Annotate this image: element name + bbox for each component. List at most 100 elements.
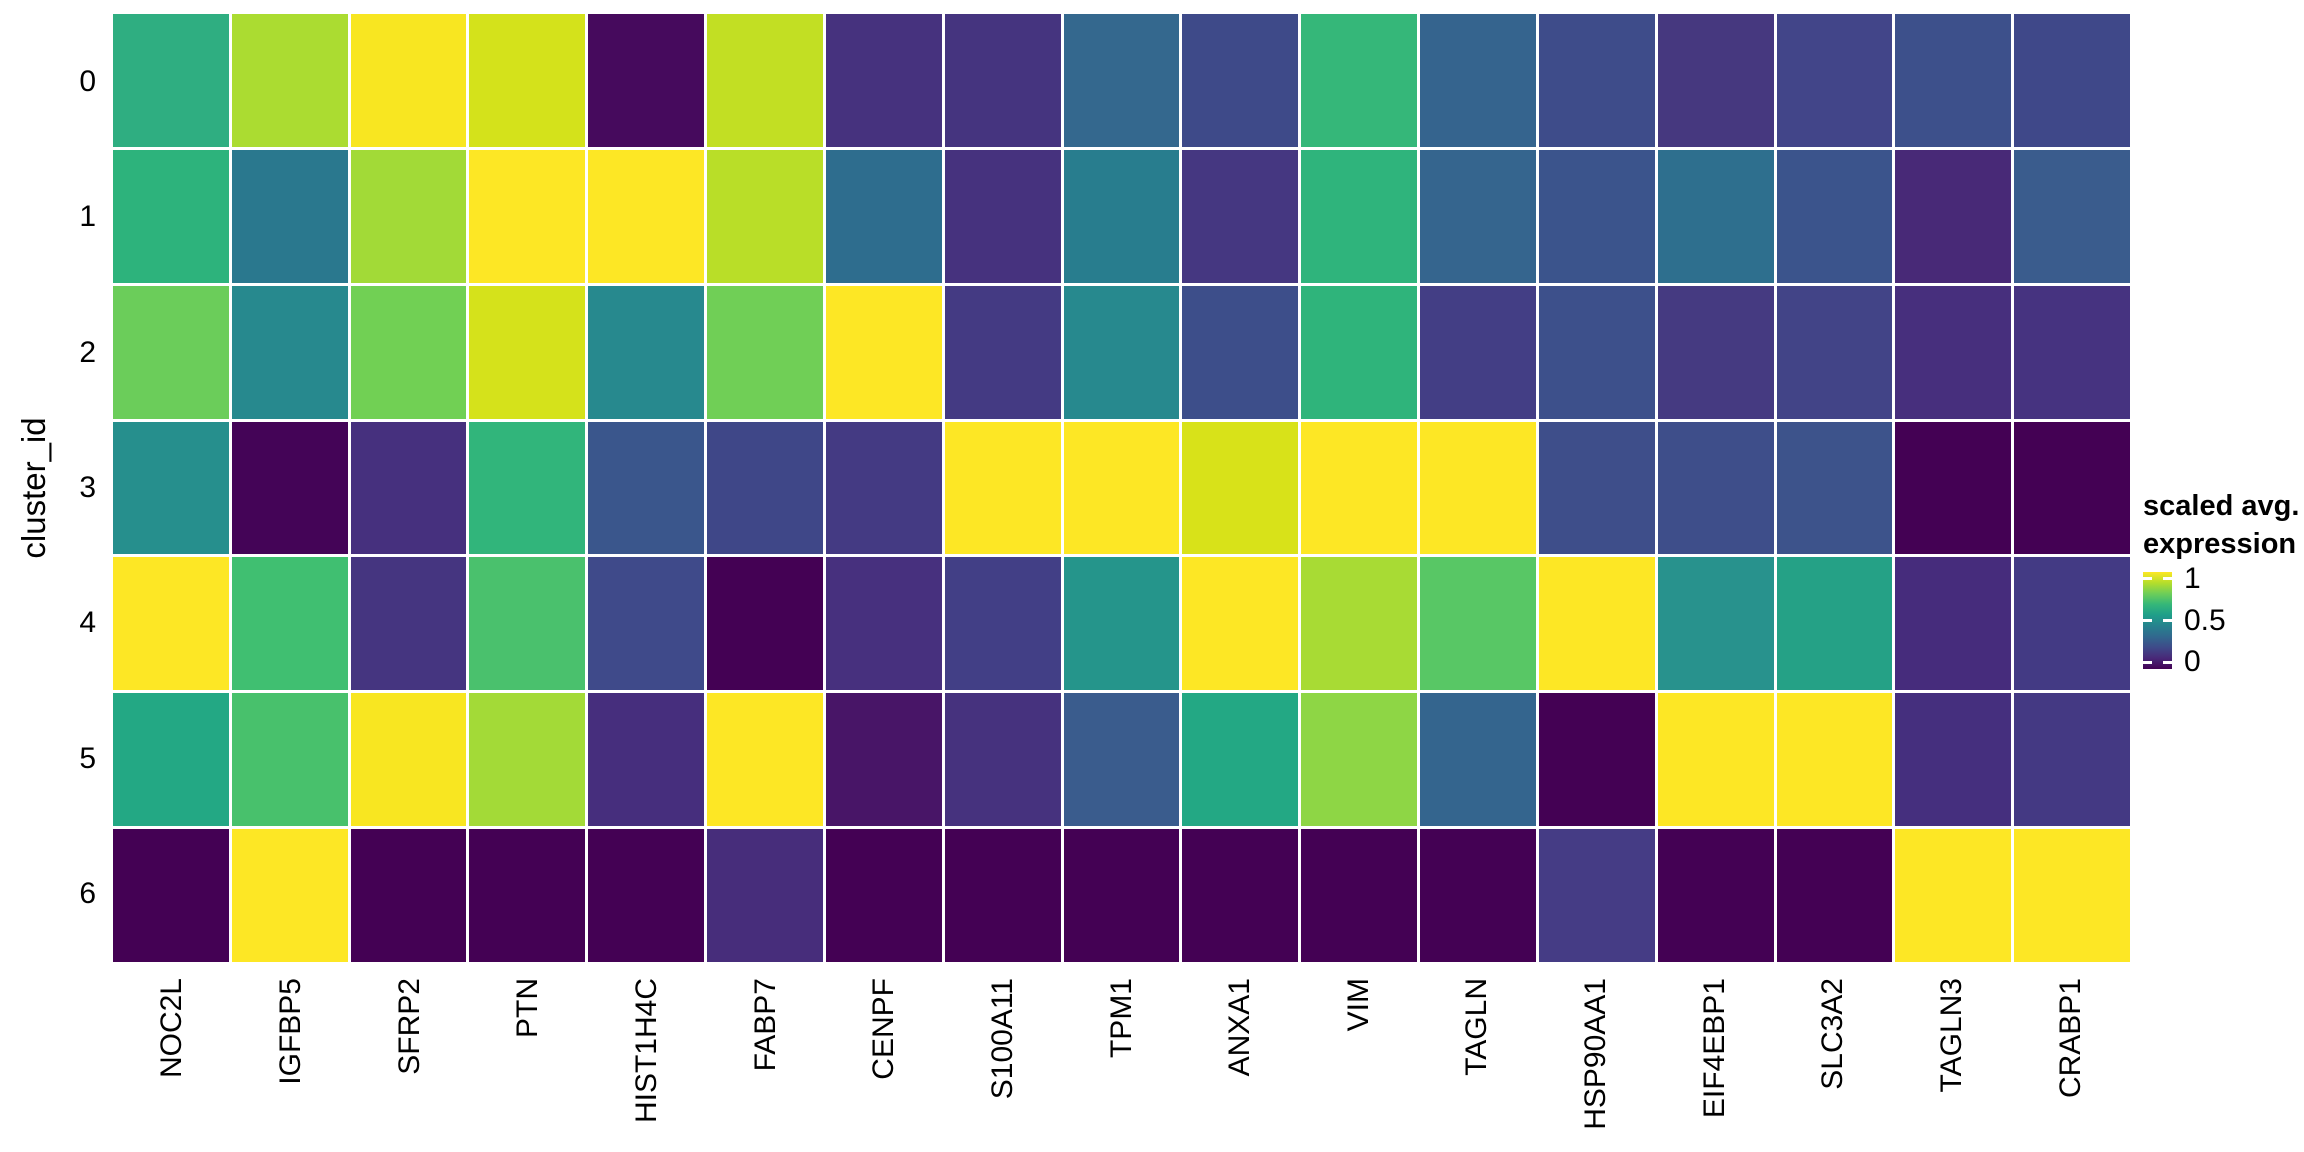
heatmap-cell	[1895, 149, 2012, 283]
heatmap-cell	[1895, 829, 2012, 962]
colorbar-tick-mark	[2143, 660, 2152, 664]
heatmap-cell	[707, 14, 823, 147]
heatmap-cell	[231, 693, 348, 827]
heatmap-cell	[1776, 14, 1893, 147]
y-tick-label: 2	[79, 335, 96, 369]
heatmap-cell	[350, 557, 467, 691]
heatmap-cell	[1657, 149, 1774, 283]
heatmap-cell	[1895, 557, 2012, 691]
heatmap-cell	[1657, 285, 1774, 419]
heatmap-cell	[1420, 14, 1536, 147]
heatmap-cell	[1063, 557, 1180, 691]
heatmap-cell	[1657, 557, 1774, 691]
heatmap-cell	[469, 14, 586, 147]
heatmap-cell	[1895, 14, 2012, 147]
x-tick-label: ANXA1	[1223, 978, 1257, 1077]
heatmap-cell	[350, 693, 467, 827]
colorbar-tick-mark	[2143, 577, 2152, 581]
heatmap-cell	[1420, 693, 1536, 827]
heatmap-cell	[1776, 285, 1893, 419]
heatmap-cell	[1182, 693, 1299, 827]
heatmap-cell	[588, 14, 705, 147]
heatmap-cell	[944, 14, 1061, 147]
heatmap-cell	[825, 285, 942, 419]
heatmap-cell	[1538, 14, 1655, 147]
heatmap-cell	[113, 693, 229, 827]
heatmap-cell	[1538, 829, 1655, 962]
heatmap-cell	[469, 149, 586, 283]
heatmap-cell	[588, 829, 705, 962]
heatmap-cell	[707, 421, 823, 555]
heatmap-cell	[944, 557, 1061, 691]
heatmap-cell	[1657, 829, 1774, 962]
legend-colorbar-wrap: 1 0.5 0	[2143, 562, 2303, 678]
y-tick-label: 4	[79, 606, 96, 640]
heatmap-cell	[588, 693, 705, 827]
heatmap-cell	[1420, 829, 1536, 962]
x-tick-label: HSP90AA1	[1579, 978, 1613, 1130]
heatmap-cell	[588, 421, 705, 555]
heatmap-cell	[1420, 285, 1536, 419]
legend-colorbar: 1 0.5 0	[2143, 562, 2226, 678]
heatmap-cell	[1301, 149, 1418, 283]
heatmap-cell	[469, 285, 586, 419]
x-tick-label: TAGLN3	[1935, 978, 1969, 1093]
heatmap-cell	[350, 14, 467, 147]
heatmap-cell	[825, 14, 942, 147]
heatmap-cell	[825, 149, 942, 283]
heatmap-cell	[2014, 285, 2130, 419]
heatmap-cell	[2014, 421, 2130, 555]
heatmap-cell	[1776, 421, 1893, 555]
legend-title-line2: expression	[2143, 528, 2297, 560]
heatmap-cell	[231, 421, 348, 555]
heatmap-cell	[350, 829, 467, 962]
heatmap-cell	[707, 149, 823, 283]
colorbar-tick-mark	[2163, 619, 2172, 622]
x-tick-label: SLC3A2	[1816, 978, 1850, 1090]
heatmap-cell	[944, 693, 1061, 827]
heatmap-cell	[944, 829, 1061, 962]
heatmap-cell	[2014, 149, 2130, 283]
x-tick-label: NOC2L	[155, 978, 189, 1079]
heatmap-cell	[2014, 557, 2130, 691]
heatmap-cell	[1420, 149, 1536, 283]
heatmap-cell	[1182, 285, 1299, 419]
heatmap-cell	[2014, 14, 2130, 147]
heatmap-cell	[1063, 693, 1180, 827]
colorbar-tick-mark	[2163, 577, 2172, 581]
x-tick-label: PTN	[511, 978, 545, 1038]
heatmap-cell	[350, 421, 467, 555]
heatmap-cell	[944, 285, 1061, 419]
heatmap-cell	[231, 14, 348, 147]
heatmap-cell	[825, 557, 942, 691]
x-tick-label: IGFBP5	[273, 978, 307, 1085]
heatmap-cell	[1301, 14, 1418, 147]
heatmap-cell	[113, 557, 229, 691]
heatmap-cell	[1895, 285, 2012, 419]
heatmap-cell	[1063, 829, 1180, 962]
heatmap-cell	[1182, 557, 1299, 691]
heatmap-cell	[1301, 557, 1418, 691]
heatmap-cell	[1182, 149, 1299, 283]
heatmap-cell	[1182, 14, 1299, 147]
heatmap-cell	[231, 149, 348, 283]
heatmap-cell	[1063, 421, 1180, 555]
colorbar-tick-mark	[2143, 619, 2152, 622]
y-axis-tick-labels: 0 1 2 3 4 5 6	[0, 14, 96, 962]
heatmap-cell	[1538, 557, 1655, 691]
heatmap-cell	[1182, 829, 1299, 962]
legend-title-line1: scaled avg.	[2143, 490, 2300, 522]
heatmap-cell	[469, 829, 586, 962]
heatmap-cell	[113, 14, 229, 147]
x-tick-label: EIF4EBP1	[1697, 978, 1731, 1119]
heatmap-cell	[350, 149, 467, 283]
y-tick-label: 5	[79, 741, 96, 775]
colorbar-tick-label: 0	[2184, 645, 2201, 679]
heatmap-cell	[1776, 829, 1893, 962]
heatmap-cell	[1063, 14, 1180, 147]
colorbar-tick-label: 1	[2184, 561, 2201, 595]
heatmap-cell	[113, 149, 229, 283]
legend: scaled avg. expression 1 0.5 0	[2143, 487, 2303, 678]
heatmap-cell	[707, 285, 823, 419]
